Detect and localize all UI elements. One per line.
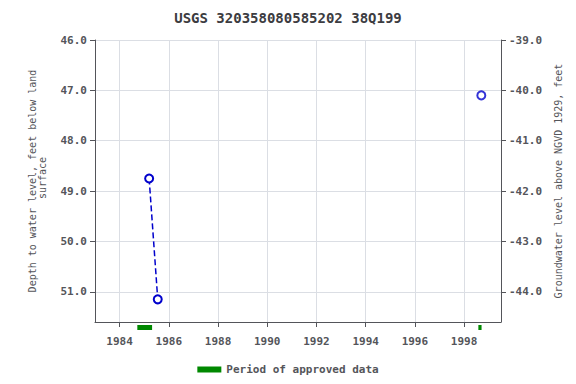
svg-text:1992: 1992 (303, 335, 330, 348)
svg-text:-42.0: -42.0 (509, 185, 542, 198)
svg-text:51.0: 51.0 (61, 285, 88, 298)
svg-text:1986: 1986 (156, 335, 183, 348)
svg-text:-44.0: -44.0 (509, 285, 542, 298)
svg-text:Period of approved data: Period of approved data (226, 363, 378, 376)
svg-text:48.0: 48.0 (61, 134, 88, 147)
svg-text:-39.0: -39.0 (509, 34, 542, 47)
svg-text:-40.0: -40.0 (509, 84, 542, 97)
svg-text:49.0: 49.0 (61, 185, 88, 198)
svg-text:1984: 1984 (106, 335, 133, 348)
svg-text:1994: 1994 (352, 335, 379, 348)
svg-text:46.0: 46.0 (61, 34, 88, 47)
svg-text:1990: 1990 (254, 335, 281, 348)
svg-text:USGS 320358080585202 38Q199: USGS 320358080585202 38Q199 (174, 10, 402, 26)
svg-text:Groundwater level above NGVD 1: Groundwater level above NGVD 1929, feet (553, 64, 564, 299)
svg-text:47.0: 47.0 (61, 84, 88, 97)
svg-text:50.0: 50.0 (61, 235, 88, 248)
svg-text:1988: 1988 (205, 335, 232, 348)
svg-text:1996: 1996 (402, 335, 429, 348)
svg-text:-43.0: -43.0 (509, 235, 542, 248)
svg-text:surface: surface (37, 157, 48, 205)
svg-text:1998: 1998 (451, 335, 478, 348)
svg-text:Depth to water level, feet bel: Depth to water level, feet below land (26, 69, 38, 293)
svg-text:-41.0: -41.0 (509, 134, 542, 147)
